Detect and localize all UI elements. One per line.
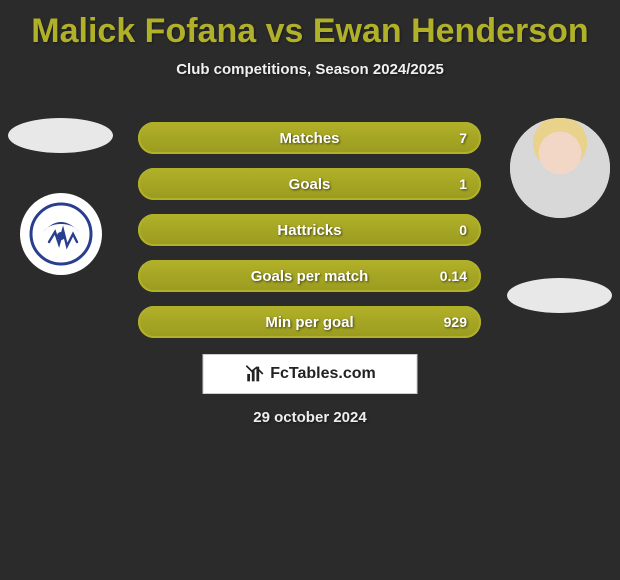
page-title: Malick Fofana vs Ewan Henderson — [0, 0, 620, 51]
stat-value: 0 — [459, 222, 467, 238]
player-left-column — [8, 118, 113, 275]
stat-value: 929 — [444, 314, 467, 330]
stats-container: Matches 7 Goals 1 Hattricks 0 Goals per … — [138, 122, 481, 352]
stat-value: 1 — [459, 176, 467, 192]
player-right-photo-placeholder — [507, 278, 612, 313]
stat-value: 0.14 — [440, 268, 467, 284]
stat-label: Hattricks — [277, 222, 341, 239]
stat-value: 7 — [459, 130, 467, 146]
stat-row-gpm: Goals per match 0.14 — [138, 260, 481, 292]
club-crest-icon — [29, 202, 93, 266]
stat-label: Matches — [279, 130, 339, 147]
chart-icon — [244, 363, 266, 385]
stat-label: Goals per match — [251, 268, 369, 285]
player-right-photo — [510, 118, 610, 218]
date-label: 29 october 2024 — [0, 409, 620, 426]
player-face-placeholder — [510, 118, 610, 218]
player-right-column — [507, 118, 612, 313]
player-left-photo-placeholder — [8, 118, 113, 153]
stat-row-hattricks: Hattricks 0 — [138, 214, 481, 246]
stat-row-mpg: Min per goal 929 — [138, 306, 481, 338]
subtitle: Club competitions, Season 2024/2025 — [0, 61, 620, 78]
player-left-club-logo — [20, 193, 102, 275]
stat-label: Min per goal — [265, 314, 353, 331]
stat-label: Goals — [289, 176, 331, 193]
stat-row-matches: Matches 7 — [138, 122, 481, 154]
brand-logo-text: FcTables.com — [270, 365, 376, 383]
brand-logo-box: FcTables.com — [203, 354, 418, 394]
stat-row-goals: Goals 1 — [138, 168, 481, 200]
